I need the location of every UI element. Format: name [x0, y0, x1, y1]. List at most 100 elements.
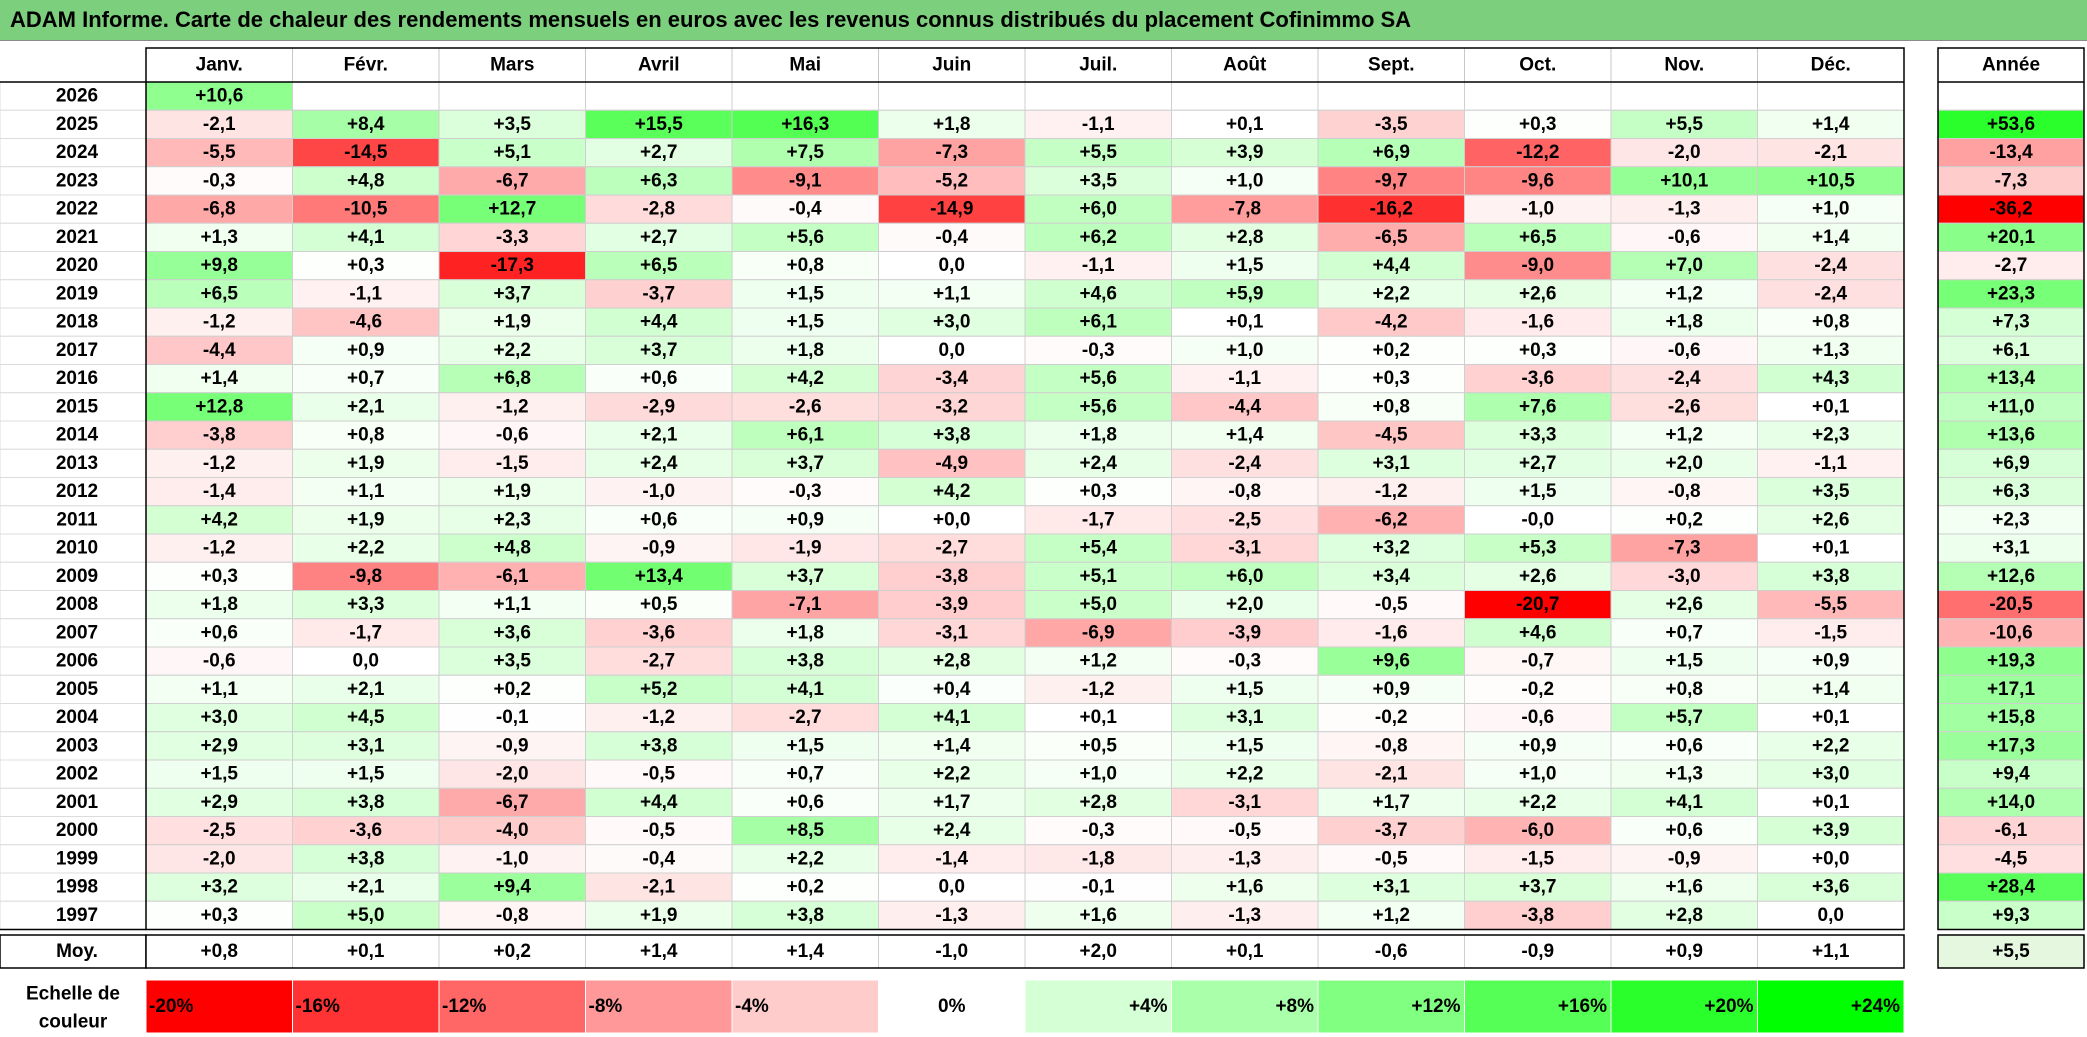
annual-cell	[1937, 251, 2085, 281]
annual-cell	[1937, 533, 2085, 563]
cell-value: +0,2	[1372, 340, 1410, 361]
heatmap-cell	[878, 420, 1026, 450]
cell-value: +3,0	[933, 312, 971, 333]
cell-value: -3,1	[1228, 792, 1261, 813]
color-scale-swatch	[1464, 979, 1612, 1034]
cell-value: +1,9	[493, 481, 531, 502]
year-label: 2008	[56, 594, 98, 615]
cell-value: +1,5	[1226, 679, 1264, 700]
cell-value: +0,3	[200, 566, 238, 587]
heatmap-cell	[292, 590, 440, 620]
cell-value: -1,2	[1375, 481, 1408, 502]
heatmap-cell	[1317, 505, 1465, 535]
heatmap-cell	[438, 166, 586, 196]
heatmap-cell	[292, 844, 440, 874]
cell-value: -7,8	[1228, 199, 1261, 220]
heatmap-cell	[1464, 194, 1612, 224]
year-label: 2025	[56, 114, 99, 135]
cell-value: +2,2	[1372, 283, 1410, 304]
cell-value: +3,8	[786, 905, 824, 926]
cell-value: +0,8	[1372, 396, 1410, 417]
heatmap-cell	[1464, 590, 1612, 620]
cell-value: -3,8	[1521, 905, 1554, 926]
heatmap-cell	[292, 364, 440, 394]
color-scale-swatch	[438, 979, 586, 1034]
column-header: Oct.	[1519, 55, 1556, 76]
cell-value: +0,7	[347, 368, 385, 389]
heatmap-cell	[731, 251, 879, 281]
heatmap-cell	[585, 222, 733, 252]
cell-value: +4,1	[347, 227, 385, 248]
heatmap-cell	[1317, 109, 1465, 139]
annual-value: -10,6	[1989, 622, 2032, 643]
annual-value: +7,3	[1992, 312, 2030, 333]
heatmap-cell	[1317, 448, 1465, 478]
cell-value: -0,7	[1521, 651, 1554, 672]
heatmap-cell	[145, 279, 293, 309]
heatmap-cell	[585, 674, 733, 704]
year-label: 2020	[56, 255, 98, 276]
header-cell	[292, 47, 440, 83]
cell-value: -0,8	[1228, 481, 1261, 502]
cell-value: -9,6	[1521, 170, 1554, 191]
cell-value: -0,6	[1521, 707, 1554, 728]
cell-value: +2,6	[1812, 509, 1850, 530]
heatmap-cell	[1757, 364, 1905, 394]
heatmap-cell	[1171, 364, 1319, 394]
heatmap-cell	[1024, 251, 1172, 281]
cell-value: +5,2	[640, 679, 678, 700]
cell-value: -10,5	[344, 199, 388, 220]
year-cell	[0, 335, 147, 365]
cell-value: +1,5	[1226, 735, 1264, 756]
average-cell	[1464, 934, 1612, 969]
heatmap-cell	[585, 392, 733, 422]
average-cell	[292, 934, 440, 969]
cell-value: -1,6	[1375, 622, 1408, 643]
cell-value: -1,1	[1228, 368, 1261, 389]
annual-cell	[1937, 307, 2085, 337]
heatmap-cell	[1317, 194, 1465, 224]
cell-value: +0,9	[1372, 679, 1410, 700]
heatmap-cell	[1464, 816, 1612, 846]
cell-value: +2,0	[1665, 453, 1703, 474]
cell-value: +1,5	[200, 764, 238, 785]
cell-value: +1,5	[347, 764, 385, 785]
cell-value: +1,6	[1665, 877, 1703, 898]
heatmap-cell	[1610, 279, 1758, 309]
heatmap-cell	[1757, 420, 1905, 450]
annual-cell	[1937, 618, 2085, 648]
annual-value: +6,3	[1992, 481, 2030, 502]
cell-value: +1,5	[1665, 651, 1703, 672]
cell-value: -2,5	[1228, 509, 1261, 530]
year-cell	[0, 477, 147, 507]
heatmap-cell	[878, 251, 1026, 281]
heatmap-cell	[585, 759, 733, 789]
cell-value: +2,8	[1665, 905, 1703, 926]
cell-value: +2,7	[640, 227, 678, 248]
color-scale-swatch	[145, 979, 293, 1034]
cell-value: +6,5	[640, 255, 678, 276]
cell-value: +6,5	[1519, 227, 1557, 248]
year-label: 2014	[56, 425, 99, 446]
heatmap-cell	[1024, 279, 1172, 309]
heatmap-cell	[292, 420, 440, 450]
average-cell	[731, 934, 879, 969]
heatmap-cell	[1317, 844, 1465, 874]
heatmap-cell	[878, 194, 1026, 224]
cell-value: +3,1	[1372, 877, 1410, 898]
cell-value: -2,5	[203, 820, 236, 841]
year-cell	[0, 703, 147, 733]
cell-value: +4,5	[347, 707, 385, 728]
color-scale-tick: -4%	[735, 996, 769, 1017]
heatmap-cell	[1024, 561, 1172, 591]
heatmap-cell	[878, 222, 1026, 252]
year-label: 2000	[56, 820, 98, 841]
color-scale-tick: +12%	[1411, 996, 1460, 1017]
cell-value: +1,2	[1665, 283, 1703, 304]
average-label: Moy.	[56, 941, 98, 962]
cell-value: -4,6	[349, 312, 382, 333]
cell-value: -3,1	[935, 622, 968, 643]
column-header: Mars	[490, 55, 534, 76]
cell-value: +5,5	[1079, 142, 1117, 163]
cell-value: -2,6	[789, 396, 822, 417]
